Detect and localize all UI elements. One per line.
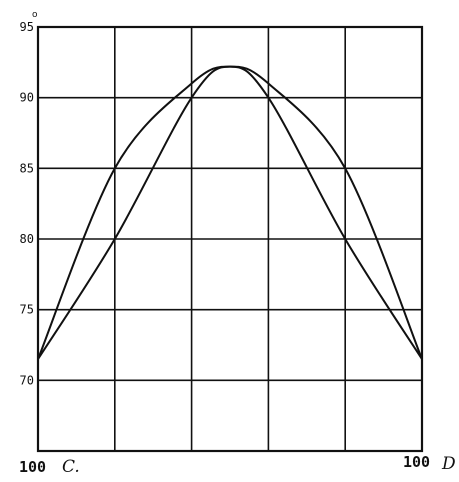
left-axis-label-number: 100	[19, 458, 46, 476]
right-axis-label-letter: D	[441, 454, 456, 474]
y-axis-unit: o	[32, 10, 38, 20]
y-tick-label-75: 75	[20, 303, 34, 317]
series-line-2	[37, 65, 423, 361]
y-tick-labels: 70 75 80 85 90 95	[20, 20, 34, 387]
left-axis-label-letter: C.	[62, 457, 80, 477]
series-line-1	[37, 65, 423, 361]
y-tick-label-70: 70	[20, 373, 34, 387]
series-group	[37, 65, 423, 361]
grid	[36, 25, 424, 453]
y-tick-label-85: 85	[20, 161, 34, 175]
right-axis-label-number: 100	[403, 453, 430, 471]
y-tick-label-80: 80	[20, 232, 34, 246]
y-tick-label-90: 90	[20, 91, 34, 105]
y-tick-label-95: 95	[20, 20, 34, 34]
plot-frame	[36, 25, 424, 453]
